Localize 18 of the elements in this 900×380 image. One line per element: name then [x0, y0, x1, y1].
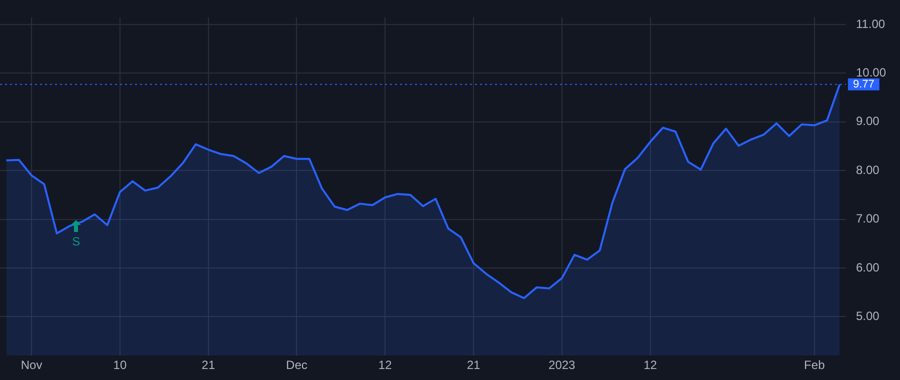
- ref-line-label: 9.77: [852, 78, 874, 90]
- x-tick-label: 21: [202, 358, 216, 372]
- x-tick-label: 21: [466, 358, 480, 372]
- y-tick-label: 5.00: [856, 308, 880, 323]
- y-tick-label: 10.00: [856, 66, 886, 80]
- x-tick-label: 12: [644, 358, 658, 372]
- x-tick-label: Feb: [804, 358, 826, 372]
- y-tick-label: 8.00: [856, 162, 880, 177]
- x-tick-label: 2023: [548, 358, 576, 372]
- y-tick-label: 7.00: [856, 212, 880, 226]
- x-tick-label: Dec: [286, 358, 308, 372]
- x-tick-label: 12: [378, 358, 392, 372]
- y-tick-label: 6.00: [856, 260, 880, 274]
- y-tick-label: 9.00: [856, 114, 880, 128]
- x-tick-label: Nov: [20, 358, 42, 372]
- x-tick-label: 10: [113, 358, 127, 372]
- y-tick-label: 11.00: [856, 16, 886, 31]
- annotation: S: [72, 234, 80, 249]
